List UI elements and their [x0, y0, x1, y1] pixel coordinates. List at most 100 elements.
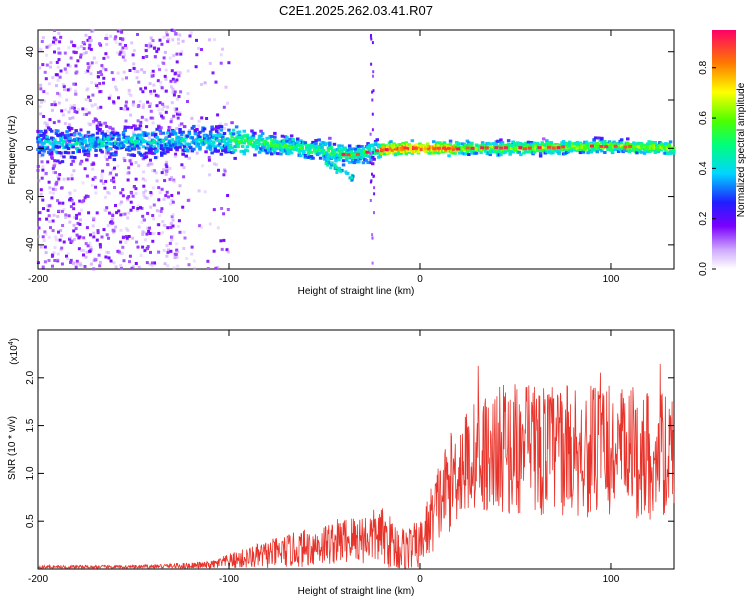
- spectrogram-cell: [144, 151, 149, 155]
- spectrogram-cell: [177, 191, 180, 195]
- spectrogram-cell: [151, 214, 155, 217]
- spectrogram-cell: [105, 143, 109, 147]
- spectrogram-cell: [50, 155, 54, 159]
- spectrogram-cell: [147, 136, 151, 140]
- spectrogram-cell: [171, 224, 175, 228]
- spectrogram-cell: [474, 151, 479, 155]
- spectrogram-cell: [168, 177, 172, 181]
- spectrogram-cell: [84, 33, 88, 37]
- spectrogram-cell: [329, 146, 334, 150]
- spectrogram-cell: [77, 148, 81, 152]
- spectrogram-cell: [190, 252, 194, 256]
- spectrogram-cell: [38, 143, 42, 147]
- spectrogram-cell: [111, 136, 115, 140]
- spectrogram-cell: [74, 92, 78, 96]
- spectrogram-cell: [593, 136, 598, 140]
- spectrogram-cell: [399, 151, 404, 155]
- spectrogram-cell: [36, 164, 40, 168]
- spectrogram-cell: [180, 50, 184, 54]
- spectrogram-cell: [144, 49, 148, 53]
- spectrogram-cell: [311, 156, 315, 160]
- spectrogram-cell: [132, 130, 136, 134]
- spectrogram-cell: [61, 113, 65, 117]
- spectrogram-cell: [624, 149, 628, 153]
- spectrogram-cell: [128, 159, 132, 163]
- spectrogram-cell: [274, 147, 279, 151]
- spectrogram-cell: [86, 69, 90, 73]
- spectrogram-cell: [333, 163, 337, 167]
- spectrogram-cell: [68, 220, 72, 224]
- spectrogram-cell: [56, 78, 60, 82]
- spectrogram-cell: [171, 213, 175, 217]
- spectrogram-cell: [97, 140, 101, 144]
- spectrogram-cell: [171, 38, 175, 42]
- spectrogram-cell: [130, 41, 134, 45]
- spectrogram-cell: [83, 138, 88, 142]
- spectrogram-cell: [545, 139, 549, 143]
- spectrogram-cell: [57, 177, 61, 181]
- spectrogram-cell: [626, 137, 630, 141]
- spectrogram-cell: [286, 152, 291, 156]
- spectrogram-cells: [36, 28, 676, 271]
- spectrogram-cell: [361, 155, 366, 159]
- spectrogram-cell: [41, 165, 45, 168]
- spectrogram-cell: [237, 134, 242, 138]
- spectrogram-cell: [156, 94, 160, 98]
- spectrogram-y-axis-label: Frequency (Hz): [7, 116, 18, 185]
- spectrogram-cell: [80, 263, 84, 267]
- spectrogram-cell: [112, 158, 117, 162]
- spectrogram-cell: [129, 93, 133, 97]
- spectrogram-cell: [667, 144, 671, 148]
- spectrogram-cell: [173, 107, 177, 111]
- spectrogram-cell: [372, 157, 376, 161]
- spectrogram-cell: [181, 205, 185, 209]
- spectrogram-cell: [221, 149, 225, 153]
- spectrogram-cell: [208, 61, 212, 65]
- spectrogram-cell: [49, 43, 53, 47]
- spectrogram-y-tick-label: 0: [25, 145, 36, 151]
- spectrogram-cell: [600, 136, 604, 140]
- spectrogram-cell: [161, 131, 165, 135]
- spectrogram-cell: [260, 138, 265, 141]
- spectrogram-cell: [593, 144, 598, 148]
- spectrogram-cell: [102, 76, 106, 80]
- spectrogram-cell: [151, 121, 155, 125]
- spectrogram-cell: [322, 141, 326, 145]
- spectrogram-cell: [241, 137, 245, 141]
- spectrogram-cell: [88, 64, 92, 68]
- spectrogram-cell: [165, 190, 169, 194]
- spectrogram-cell: [296, 137, 300, 141]
- spectrogram-cell: [114, 265, 118, 269]
- spectrogram-cell: [609, 142, 613, 146]
- spectrogram-cell: [432, 147, 437, 151]
- spectrogram-cell: [77, 247, 81, 251]
- spectrogram-cell: [51, 187, 55, 191]
- spectrogram-cell: [94, 61, 98, 65]
- spectrogram-cell: [47, 180, 51, 184]
- spectrogram-cell: [59, 151, 63, 155]
- spectrogram-cell: [231, 128, 236, 132]
- spectrogram-cell: [132, 133, 136, 137]
- spectrogram-cell: [338, 166, 342, 170]
- spectrogram-cell: [367, 143, 372, 147]
- spectrogram-cell: [230, 121, 234, 125]
- spectrogram-cell: [365, 150, 370, 154]
- spectrogram-cell: [142, 217, 145, 221]
- spectrogram-cell: [128, 260, 131, 264]
- spectrogram-cell: [190, 245, 194, 249]
- spectrogram-cell: [119, 213, 123, 217]
- spectrogram-cell: [569, 149, 573, 153]
- spectrogram-cell: [43, 121, 47, 125]
- spectrogram-cell: [63, 88, 66, 92]
- spectrogram-cell: [517, 150, 521, 154]
- spectrogram-cell: [106, 55, 110, 59]
- spectrogram-cell: [149, 36, 153, 40]
- spectrogram-cell: [111, 131, 115, 135]
- spectrogram-cell: [54, 188, 58, 191]
- spectrogram-cell: [370, 34, 372, 37]
- spectrogram-cell: [176, 137, 181, 141]
- spectrogram-cell: [57, 230, 60, 234]
- spectrogram-y-tick-label: 40: [25, 46, 36, 58]
- spectrogram-cell: [90, 81, 94, 84]
